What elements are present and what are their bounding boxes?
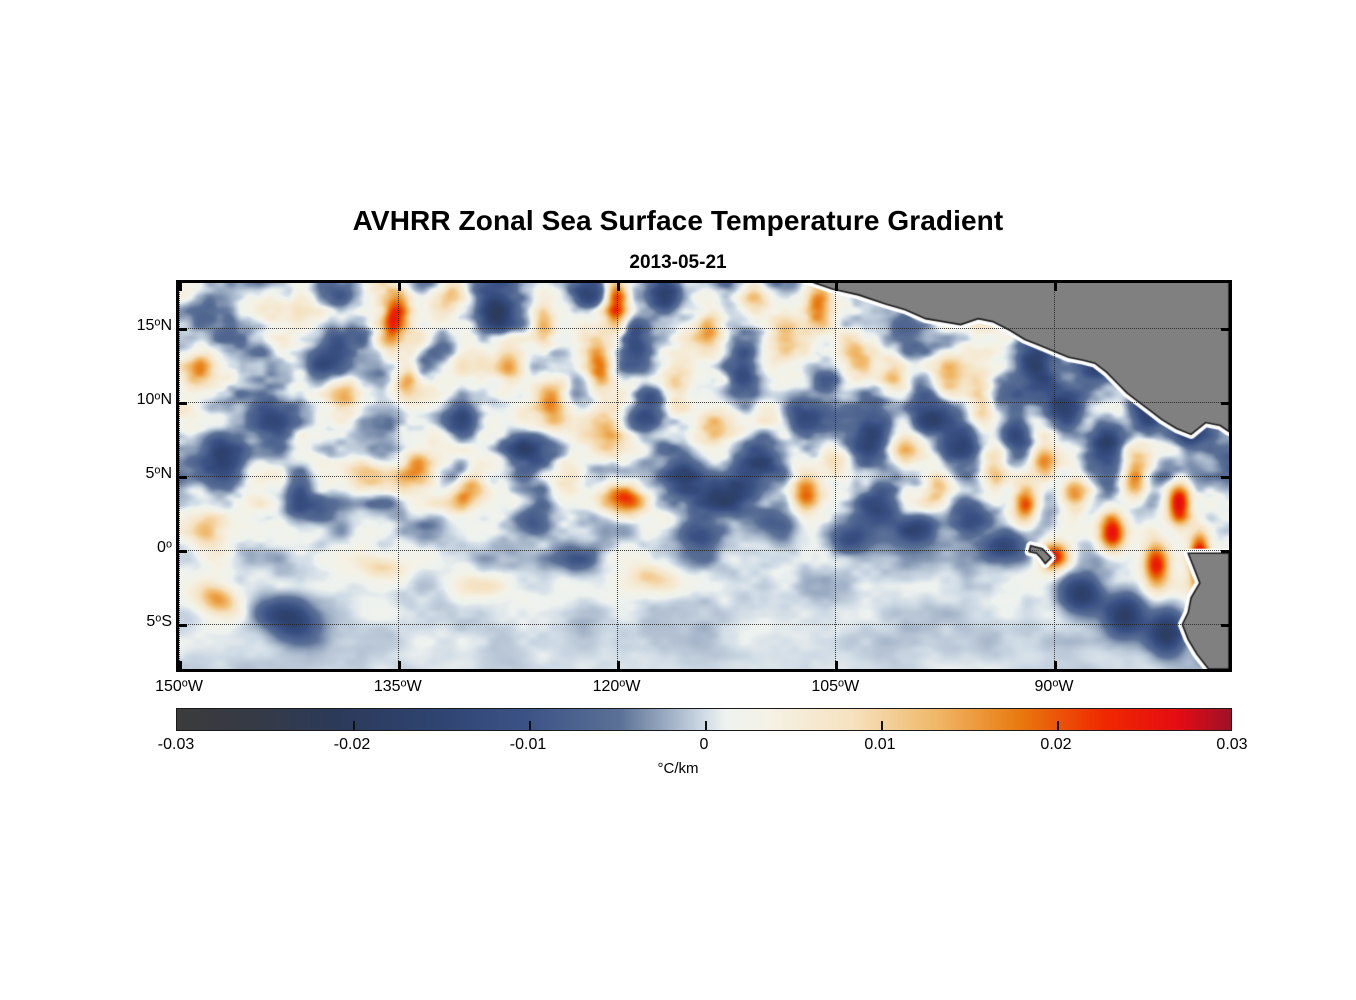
x-tick-top-3 xyxy=(835,280,839,291)
y-tick-right-0 xyxy=(1221,327,1232,331)
colorbar-tick-label-3: 0 xyxy=(699,736,709,753)
gridline-lat-3 xyxy=(179,550,1229,552)
x-tick-top-2 xyxy=(616,280,620,291)
gridline-lat-4 xyxy=(179,624,1229,626)
y-tick-right-3 xyxy=(1221,550,1232,554)
x-tick-bottom-3 xyxy=(835,661,839,672)
gridline-lat-2 xyxy=(179,476,1229,477)
y-tick-right-1 xyxy=(1221,401,1232,405)
colorbar-tick-label-5: 0.02 xyxy=(1040,736,1072,753)
colorbar-tick-label-1: -0.02 xyxy=(333,736,371,753)
gridline-lon-4 xyxy=(1054,283,1055,669)
x-tick-label-1: 135oW xyxy=(373,677,422,695)
y-tick-right-4 xyxy=(1221,624,1232,628)
y-tick-left-4 xyxy=(176,624,187,628)
x-tick-bottom-0 xyxy=(179,661,182,672)
colorbar-tick-label-4: 0.01 xyxy=(864,736,896,753)
gridline-lon-2 xyxy=(616,283,618,669)
figure-subtitle: 2013-05-21 xyxy=(629,252,727,273)
y-tick-label-3: 0o xyxy=(157,538,172,557)
colorbar-tick-5 xyxy=(1057,721,1059,730)
gridline-lat-1 xyxy=(179,401,1229,403)
x-tick-label-2: 120oW xyxy=(592,677,641,695)
y-tick-label-1: 10oN xyxy=(136,390,172,408)
y-tick-label-4: 5oS xyxy=(146,612,172,631)
colorbar-tick-label-6: 0.03 xyxy=(1216,736,1248,753)
colorbar xyxy=(176,708,1232,731)
x-tick-label-0: 150oW xyxy=(155,677,203,695)
gridline-lat-0 xyxy=(179,327,1229,329)
y-tick-label-2: 5oN xyxy=(145,464,172,482)
map-plot-area xyxy=(176,280,1232,672)
colorbar-tick-2 xyxy=(529,721,531,730)
x-tick-bottom-1 xyxy=(397,661,401,672)
x-tick-label-4: 90oW xyxy=(1034,677,1074,695)
x-tick-top-0 xyxy=(179,280,182,291)
y-tick-left-0 xyxy=(176,327,187,331)
y-tick-left-1 xyxy=(176,401,187,405)
x-tick-top-1 xyxy=(397,280,401,291)
colorbar-tick-4 xyxy=(881,721,883,730)
colorbar-gradient xyxy=(177,709,1231,730)
gridline-lon-3 xyxy=(835,283,837,669)
colorbar-tick-label-2: -0.01 xyxy=(509,736,547,753)
y-tick-right-2 xyxy=(1221,476,1232,479)
x-tick-bottom-4 xyxy=(1054,661,1057,672)
x-tick-bottom-2 xyxy=(616,661,620,672)
y-tick-label-0: 15oN xyxy=(136,315,172,334)
colorbar-tick-1 xyxy=(353,721,355,730)
y-tick-left-2 xyxy=(176,476,187,479)
x-tick-top-4 xyxy=(1054,280,1057,291)
x-tick-label-3: 105oW xyxy=(811,677,860,695)
page-title: AVHRR Zonal Sea Surface Temperature Grad… xyxy=(352,205,1004,236)
gridline-lon-1 xyxy=(397,283,399,669)
y-tick-left-3 xyxy=(176,550,187,554)
colorbar-tick-3 xyxy=(705,721,707,730)
colorbar-units-label: °C/km xyxy=(657,760,699,777)
colorbar-tick-label-0: -0.03 xyxy=(157,736,195,753)
